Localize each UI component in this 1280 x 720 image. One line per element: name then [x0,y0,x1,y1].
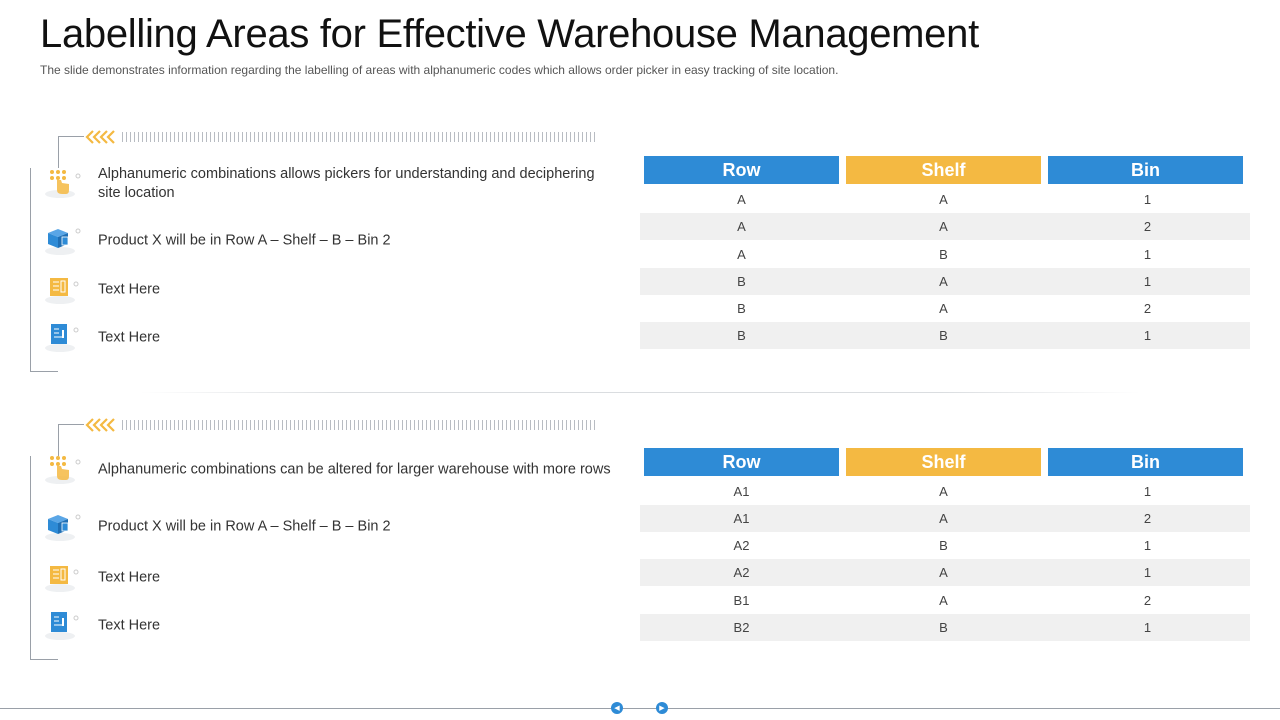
table-cell: A [939,593,948,608]
table-row: B A 2 [640,295,1250,322]
table-cell: A [939,192,948,207]
column-header-shelf: Shelf [846,448,1041,476]
item-text: Product X will be in Row A – Shelf – B –… [98,518,391,535]
clipboard-icon [45,324,79,352]
table-header: Row Shelf Bin [644,156,1246,184]
table-cell: 1 [1143,328,1152,343]
table-cell: A [737,247,746,262]
table-cell: 1 [1143,192,1152,207]
table-cell: 1 [1143,274,1152,289]
list-item: Text Here [40,270,620,310]
table-row: A2 A 1 [640,559,1250,586]
box-icon [45,228,81,255]
table-row: A A 1 [640,186,1250,213]
item-text: Text Here [98,569,161,586]
list-item: Product X will be in Row A – Shelf – B –… [40,507,620,547]
table-cell: A1 [733,484,750,499]
section-divider [140,392,1140,393]
table-cell: B [939,538,948,553]
table-cell: 1 [1143,247,1152,262]
item-text: Alphanumeric combinations can be altered… [98,461,611,478]
table-row: B1 A 2 [640,587,1250,614]
clipboard-icon [45,612,79,640]
item-text: Text Here [98,617,161,634]
table-cell: A [737,192,746,207]
column-header-row: Row [644,448,839,476]
item-text: Text Here [98,329,161,346]
table-row: A A 2 [640,213,1250,240]
table-cell: A2 [733,565,750,580]
section-connector [58,136,84,168]
table-cell: B [939,620,948,635]
item-text: Alphanumeric combinations allows pickers… [98,166,595,201]
table-cell: 1 [1143,565,1152,580]
table-cell: 1 [1143,620,1152,635]
chevrons-left-icon [85,418,115,432]
list-item: Text Here [40,606,620,646]
page-subtitle: The slide demonstrates information regar… [40,63,839,77]
table-cell: B [939,328,948,343]
section-bracket [30,168,58,372]
column-header-bin: Bin [1048,448,1243,476]
tick-ruler [122,420,598,430]
list-item: Text Here [40,558,620,598]
table-cell: A [939,484,948,499]
table-cell: A [939,301,948,316]
table-row: B B 1 [640,322,1250,349]
table-row: A1 A 2 [640,505,1250,532]
section-1: Alphanumeric combinations allows pickers… [0,120,1280,380]
table-cell: B [737,274,746,289]
table-cell: A [939,274,948,289]
table-cell: 1 [1143,538,1152,553]
list-item: Alphanumeric combinations allows pickers… [40,164,620,204]
table-cell: 2 [1143,219,1152,234]
column-header-row: Row [644,156,839,184]
box-icon [45,514,81,541]
table-row: A2 B 1 [640,532,1250,559]
item-text: Text Here [98,281,161,298]
table-cell: 2 [1143,511,1152,526]
table-cell: 1 [1143,484,1152,499]
table-row: A1 A 1 [640,478,1250,505]
footer-line [0,708,1280,709]
tick-ruler [122,132,598,142]
hand-pointer-icon [45,170,81,198]
table-cell: B [737,328,746,343]
table-header: Row Shelf Bin [644,448,1246,476]
section-connector [58,424,84,456]
document-icon [45,566,79,592]
table-cell: A [939,565,948,580]
table-cell: B [939,247,948,262]
table-row: B2 B 1 [640,614,1250,641]
table-cell: A [939,511,948,526]
table-cell: A [737,219,746,234]
document-icon [45,278,79,304]
table-cell: A1 [733,511,750,526]
column-header-bin: Bin [1048,156,1243,184]
table-cell: 2 [1143,593,1152,608]
list-item: Product X will be in Row A – Shelf – B –… [40,221,620,261]
table-cell: B1 [733,593,750,608]
table-cell: A [939,219,948,234]
page-title: Labelling Areas for Effective Warehouse … [40,12,979,56]
next-slide-icon[interactable]: ▶ [656,702,668,714]
previous-slide-icon[interactable]: ◀ [611,702,623,714]
hand-pointer-icon [45,456,81,484]
section-2: Alphanumeric combinations can be altered… [0,408,1280,668]
table-row: B A 1 [640,268,1250,295]
item-text: Product X will be in Row A – Shelf – B –… [98,232,391,249]
table-cell: A2 [733,538,750,553]
section-bracket [30,456,58,660]
table-cell: B2 [733,620,750,635]
chevrons-left-icon [85,130,115,144]
column-header-shelf: Shelf [846,156,1041,184]
table-cell: 2 [1143,301,1152,316]
table-row: A B 1 [640,241,1250,268]
table-cell: B [737,301,746,316]
list-item: Alphanumeric combinations can be altered… [40,450,620,490]
list-item: Text Here [40,318,620,358]
